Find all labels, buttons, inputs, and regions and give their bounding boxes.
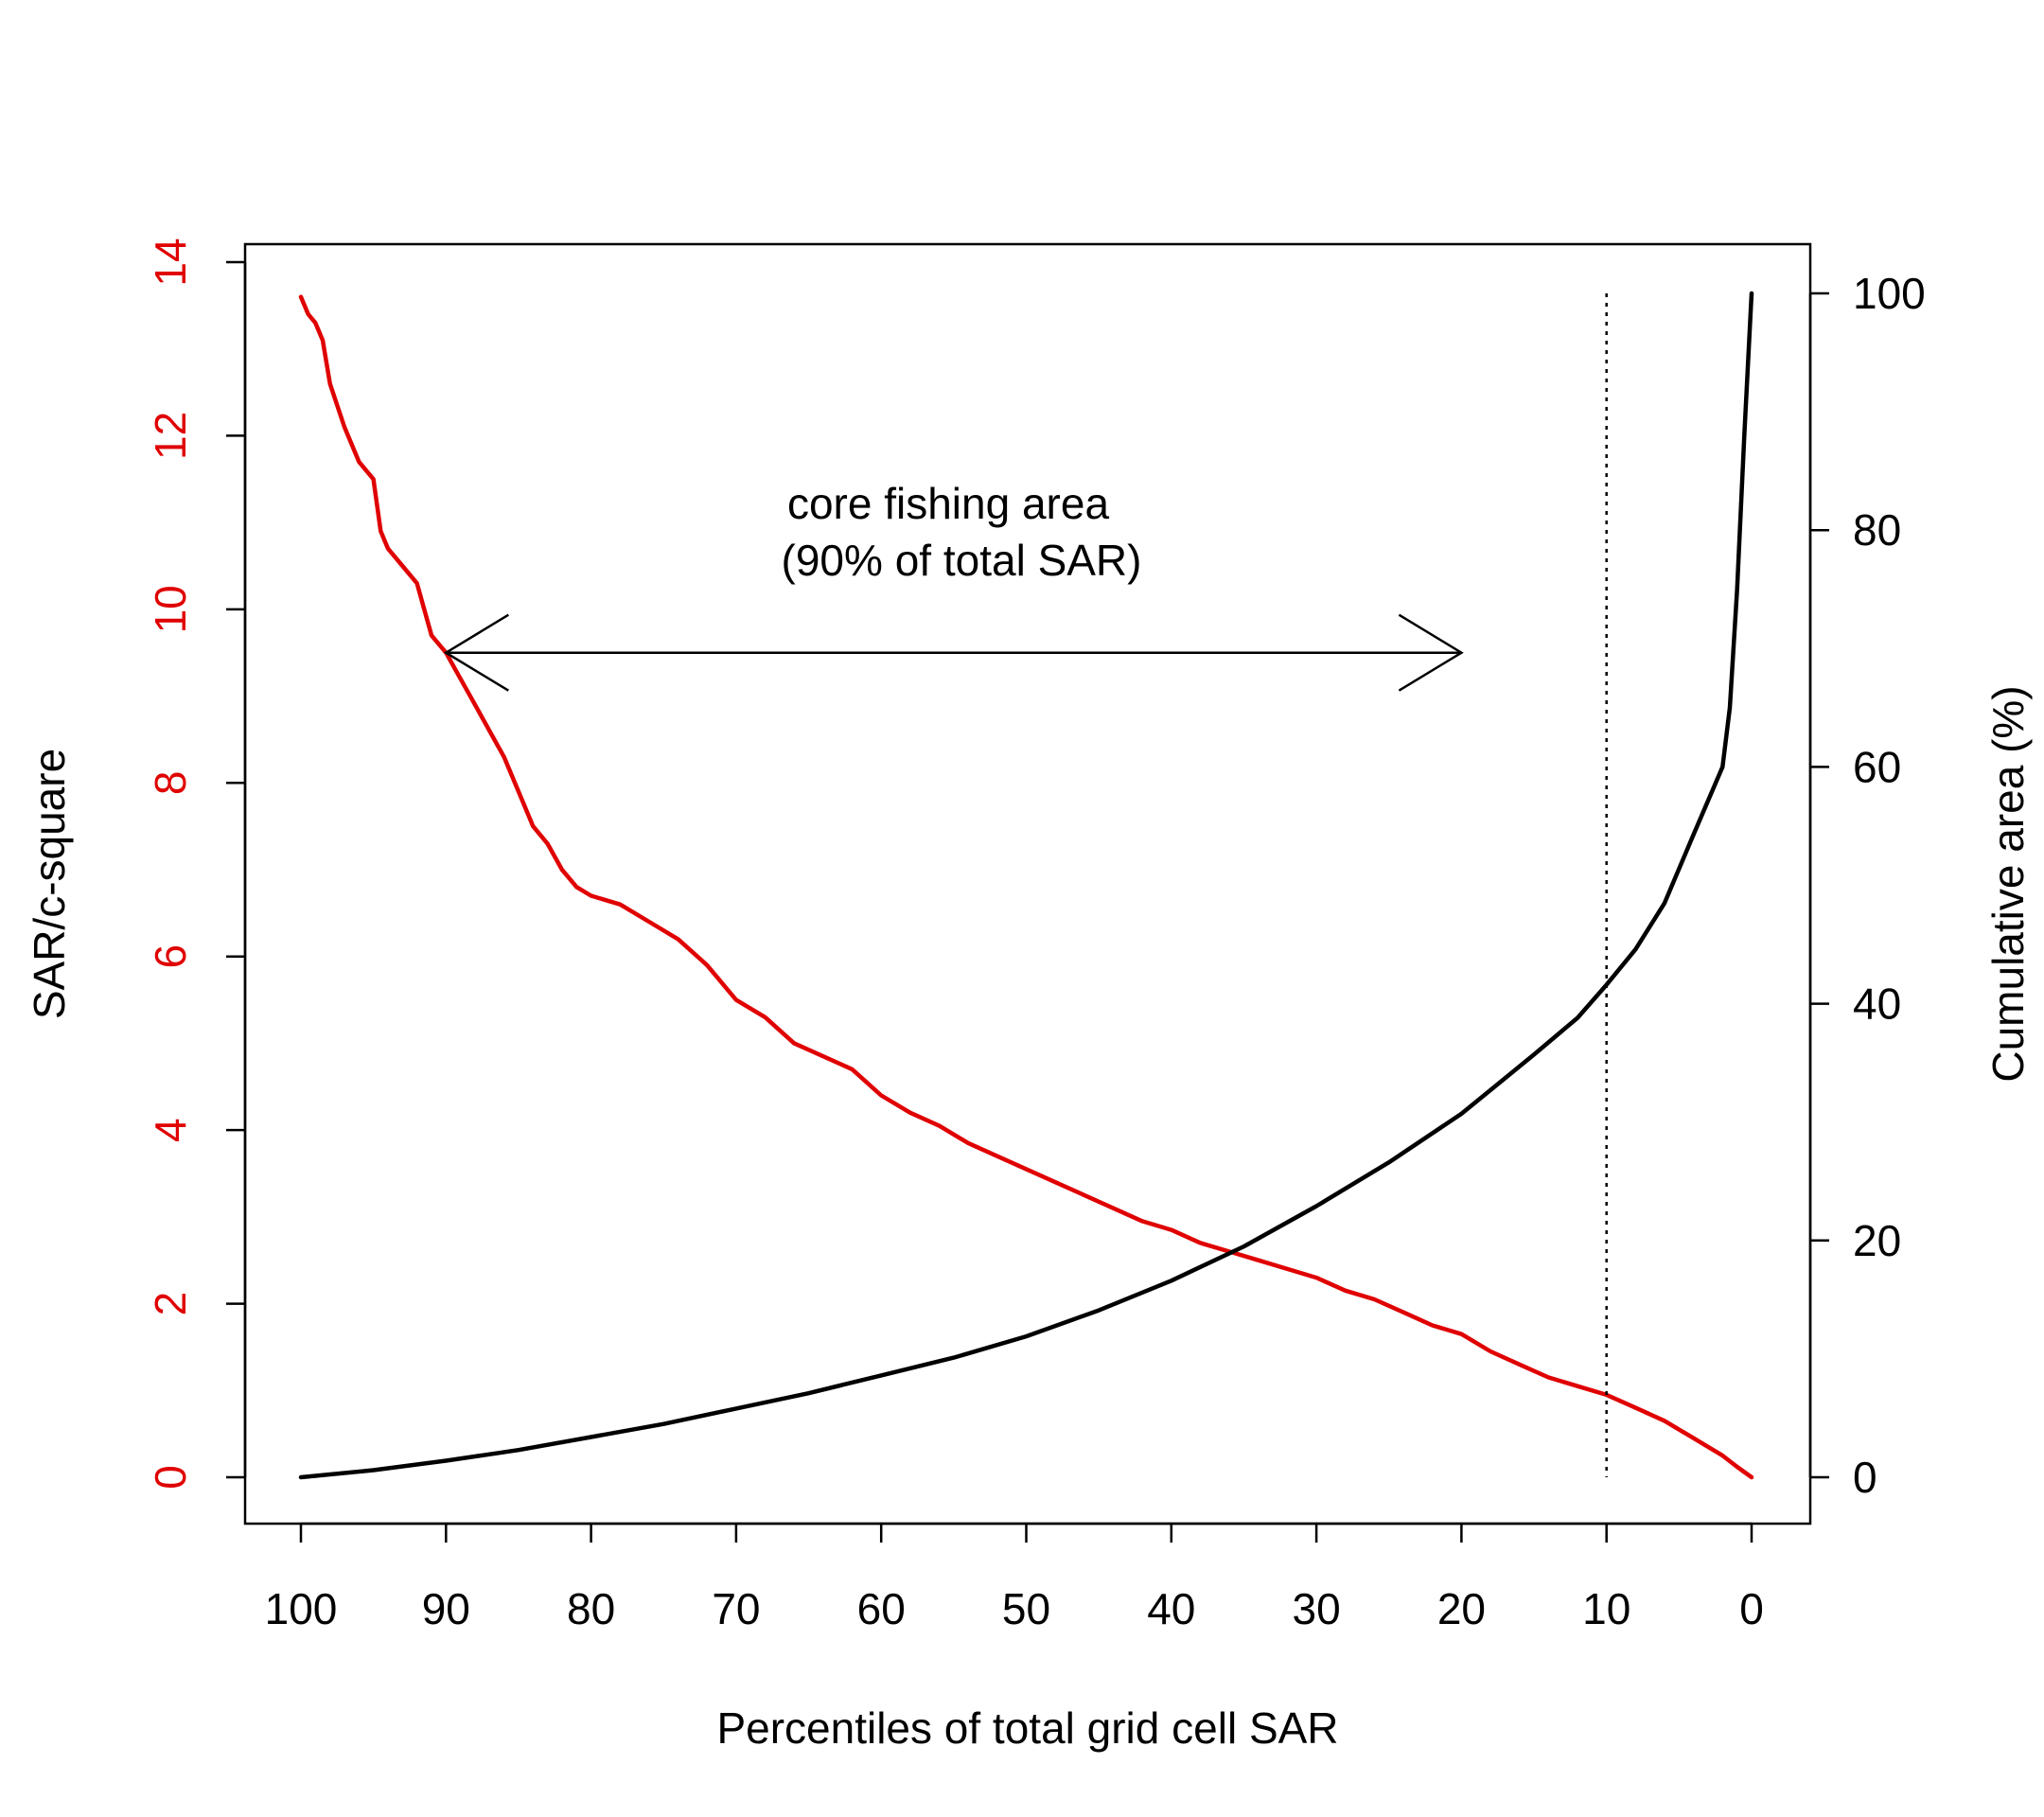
- x-axis: 100 90 80 70 60 50 40 30 20 10 0: [265, 1522, 1764, 1633]
- y-axis-left-label: SAR/c-square: [25, 749, 74, 1019]
- annotation-line-2: (90% of total SAR): [782, 536, 1142, 585]
- arrow-head-left: [443, 613, 509, 692]
- y-left-tick-label: 4: [146, 1118, 195, 1142]
- y-right-tick-label: 100: [1853, 269, 1926, 318]
- x-tick-label: 60: [857, 1584, 906, 1633]
- y-axis-left: 0 2 4 6 8 10 12 14: [146, 238, 247, 1490]
- x-tick-label: 80: [567, 1584, 615, 1633]
- annotation-layer: [443, 293, 1608, 1477]
- x-tick-label: 30: [1293, 1584, 1341, 1633]
- x-axis-label: Percentiles of total grid cell SAR: [716, 1703, 1338, 1753]
- y-right-tick-label: 40: [1853, 979, 1901, 1029]
- x-tick-label: 50: [1002, 1584, 1050, 1633]
- x-tick-label: 20: [1437, 1584, 1486, 1633]
- y-left-tick-label: 6: [146, 944, 195, 969]
- x-tick-label: 100: [265, 1584, 338, 1633]
- y-axis-right-label: Cumulative area (%): [1983, 685, 2033, 1082]
- sar-line: [298, 294, 1754, 1480]
- y-left-tick-label: 0: [146, 1465, 195, 1490]
- arrow-head-right: [1398, 613, 1464, 692]
- cumulative-area-line: [298, 291, 1754, 1480]
- y-right-tick-label: 80: [1853, 505, 1901, 555]
- x-tick-label: 90: [422, 1584, 470, 1633]
- y-left-tick-label: 10: [146, 585, 195, 633]
- y-left-tick-label: 2: [146, 1292, 195, 1316]
- y-right-tick-label: 20: [1853, 1216, 1901, 1265]
- series-layer: [298, 291, 1754, 1480]
- x-tick-label: 10: [1582, 1584, 1630, 1633]
- y-left-tick-label: 14: [146, 238, 195, 286]
- x-tick-label: 40: [1147, 1584, 1195, 1633]
- annotation-line-1: core fishing area: [787, 479, 1109, 528]
- x-tick-label: 0: [1739, 1584, 1764, 1633]
- x-tick-label: 70: [712, 1584, 760, 1633]
- y-left-tick-label: 12: [146, 412, 195, 460]
- y-right-tick-label: 0: [1853, 1453, 1877, 1502]
- y-left-tick-label: 8: [146, 770, 195, 795]
- y-right-tick-label: 60: [1853, 742, 1901, 791]
- y-axis-right: 0 20 40 60 80 100: [1808, 269, 1926, 1502]
